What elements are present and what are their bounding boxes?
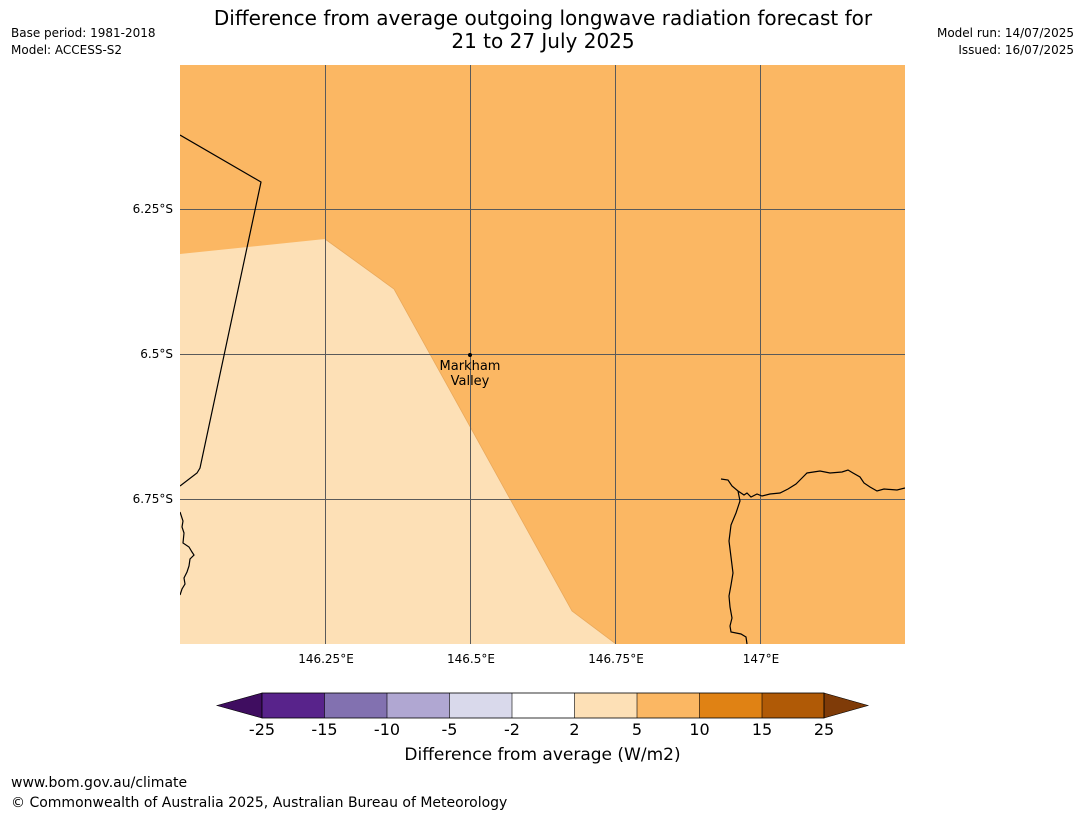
lat-label-3: 6.75°S — [132, 492, 173, 506]
colorbar-bin-3 — [387, 693, 450, 718]
coast-river — [728, 490, 748, 644]
lon-label-3: 146.75°E — [588, 652, 644, 666]
map-canvas — [180, 65, 905, 644]
colorbar-tick: 5 — [631, 720, 643, 739]
colorbar-tick: 15 — [751, 720, 773, 739]
colorbar-bin-8 — [699, 693, 762, 718]
lat-label-2: 6.5°S — [140, 347, 173, 361]
colorbar-min-extend — [215, 692, 263, 719]
colorbar-bin-1 — [262, 693, 325, 718]
title-line-2: 21 to 27 July 2025 — [451, 29, 635, 53]
colorbar-frame — [261, 692, 825, 719]
coastlines — [180, 134, 905, 644]
footer-url: www.bom.gov.au/climate — [11, 775, 188, 791]
colorbar-bin-9 — [762, 693, 824, 718]
meta-right: Model run: 14/07/2025 Issued: 16/07/2025 — [937, 25, 1074, 59]
place-label: Markham Valley — [420, 359, 520, 389]
coast-west — [180, 511, 195, 596]
colorbar-label: Difference from average (W/m2) — [404, 745, 681, 765]
coast-east — [720, 469, 905, 498]
lon-label-1: 146.25°E — [298, 652, 354, 666]
colorbar-bin-5 — [512, 693, 575, 718]
peach-anomaly-region — [180, 239, 616, 644]
colorbar-dividers — [324, 693, 763, 718]
lat-label-1: 6.25°S — [132, 202, 173, 216]
colorbar-tick: -5 — [441, 720, 458, 739]
place-label-line-1: Markham — [439, 359, 501, 374]
colorbar-tick: -2 — [504, 720, 520, 739]
colorbar-bin-4 — [449, 693, 512, 718]
colorbar-bin-2 — [324, 693, 387, 718]
place-label-line-2: Valley — [450, 374, 490, 389]
model-run: Model run: 14/07/2025 — [936, 26, 1074, 40]
contour-boundary — [324, 238, 617, 644]
base-period: Base period: 1981-2018 — [11, 26, 156, 40]
colorbar-tick: 10 — [689, 720, 710, 739]
colorbar-bin-7 — [637, 693, 700, 718]
colorbar-tick: 2 — [569, 720, 580, 739]
map-panel — [180, 65, 905, 644]
lon-label-4: 147°E — [742, 652, 780, 666]
place-marker — [468, 353, 472, 357]
model-name: Model: ACCESS-S2 — [11, 43, 123, 57]
title-line-1: Difference from average outgoing longwav… — [213, 6, 873, 30]
chart-title: Difference from average outgoing longwav… — [180, 7, 906, 53]
lon-label-2: 146.5°E — [447, 652, 495, 666]
colorbar-bin-6 — [574, 693, 637, 718]
issued-date: Issued: 16/07/2025 — [958, 43, 1074, 57]
colorbar-max-extend — [823, 692, 870, 719]
colorbar-tick: -15 — [311, 720, 338, 739]
footer-copyright: © Commonwealth of Australia 2025, Austra… — [11, 795, 508, 811]
border-line — [180, 134, 262, 487]
colorbar-tick: -10 — [373, 720, 401, 739]
meta-left: Base period: 1981-2018 Model: ACCESS-S2 — [11, 25, 156, 59]
colorbar-tick: -25 — [248, 720, 276, 739]
colorbar-tick: 25 — [813, 720, 835, 739]
